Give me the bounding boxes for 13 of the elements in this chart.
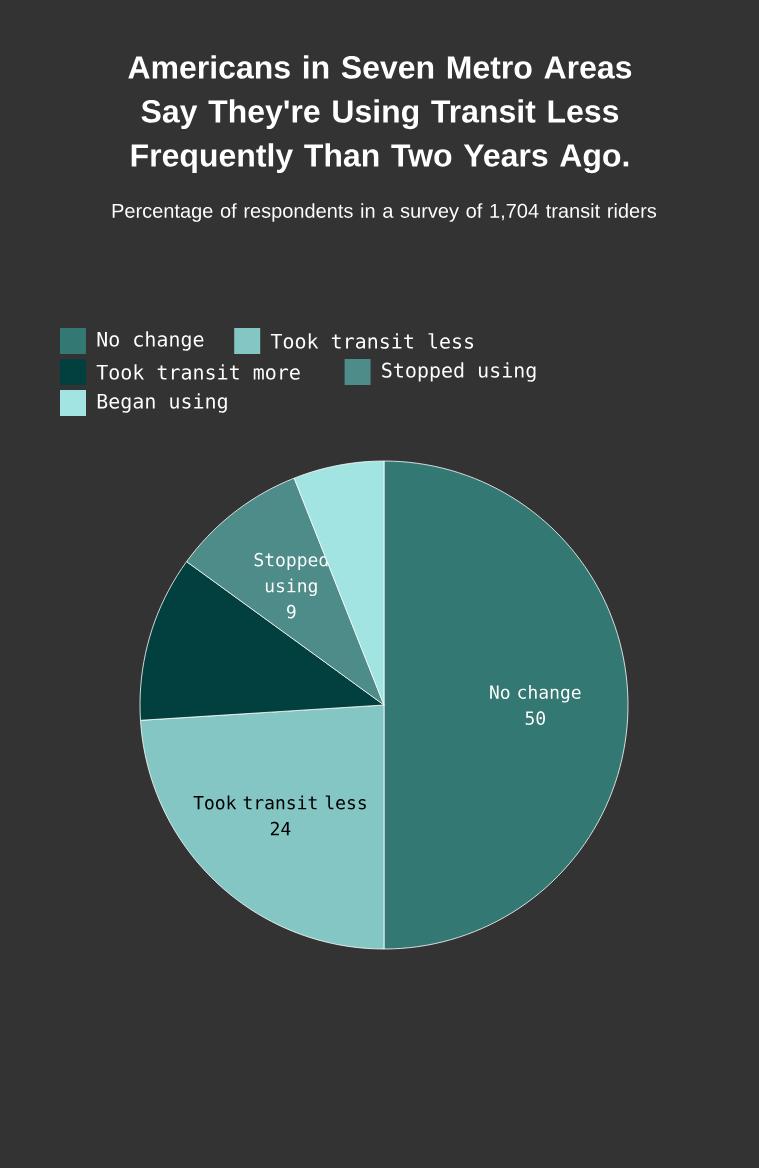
data-label: 50	[525, 711, 545, 725]
chart-subtitle: Percentage of respondents in a survey of 1,704 transit riders	[112, 203, 657, 222]
legend-label: Took transit more	[96, 364, 300, 380]
legend-label: Stopped using	[382, 362, 536, 382]
chart-title: Americans in Seven Metro Areas Say They're Using Transit Less Frequently Than Two Years Ago.	[128, 55, 632, 174]
data-label: 9	[286, 604, 296, 619]
slice-label: Stopped using	[254, 552, 328, 597]
legend-label: Took transit less	[270, 333, 474, 349]
slice-label: No change	[490, 685, 581, 703]
legend-label: No change	[97, 331, 204, 351]
slice-label: Took transit less	[193, 795, 366, 810]
legend-label: Began using	[97, 393, 227, 413]
data-label: 24	[270, 821, 291, 836]
